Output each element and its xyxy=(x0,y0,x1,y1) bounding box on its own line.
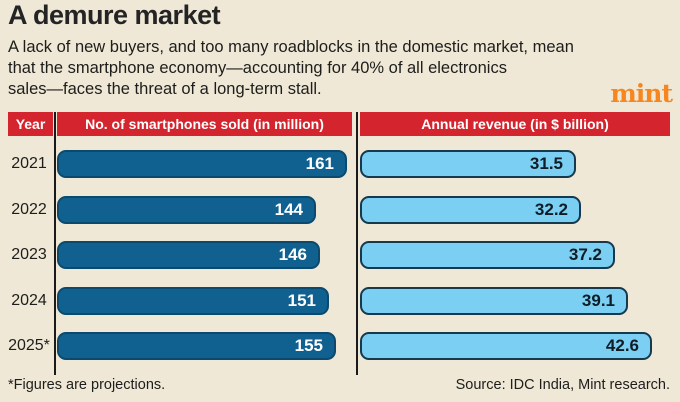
smartphones-bar: 155 xyxy=(57,332,336,360)
chart-subtitle: A lack of new buyers, and too many roadb… xyxy=(8,37,648,100)
year-label: 2022 xyxy=(11,201,47,218)
mint-logo: mint xyxy=(610,79,673,108)
chart-row: 2022 144 32.2 xyxy=(0,196,680,224)
projection-footnote: *Figures are projections. xyxy=(8,377,166,393)
revenue-bar: 42.6 xyxy=(360,332,652,360)
revenue-bar: 32.2 xyxy=(360,196,581,224)
subtitle-line: sales—faces the threat of a long-term st… xyxy=(8,80,322,98)
year-label: 2023 xyxy=(11,246,47,263)
revenue-bar: 39.1 xyxy=(360,287,628,315)
subtitle-line: A lack of new buyers, and too many roadb… xyxy=(8,38,574,56)
smartphones-bar: 151 xyxy=(57,287,329,315)
revenue-bar: 31.5 xyxy=(360,150,576,178)
column-divider-left xyxy=(54,112,56,375)
column-header-smartphones: No. of smartphones sold (in million) xyxy=(57,112,352,136)
revenue-bar: 37.2 xyxy=(360,241,615,269)
column-header-revenue: Annual revenue (in $ billion) xyxy=(360,112,670,136)
chart-row: 2024 151 39.1 xyxy=(0,287,680,315)
page-title: A demure market xyxy=(8,0,221,30)
chart-row: 2021 161 31.5 xyxy=(0,150,680,178)
chart-row: 2023 146 37.2 xyxy=(0,241,680,269)
smartphones-bar: 161 xyxy=(57,150,347,178)
source-credit: Source: IDC India, Mint research. xyxy=(455,377,670,393)
chart-row: 2025* 155 42.6 xyxy=(0,332,680,360)
year-label: 2021 xyxy=(11,155,47,172)
smartphones-bar: 144 xyxy=(57,196,316,224)
column-header-year: Year xyxy=(8,112,53,136)
year-label: 2025* xyxy=(8,337,50,354)
smartphones-bar: 146 xyxy=(57,241,320,269)
year-label: 2024 xyxy=(11,292,47,309)
column-divider-right xyxy=(356,112,358,375)
subtitle-line: that the smartphone economy—accounting f… xyxy=(8,59,507,77)
